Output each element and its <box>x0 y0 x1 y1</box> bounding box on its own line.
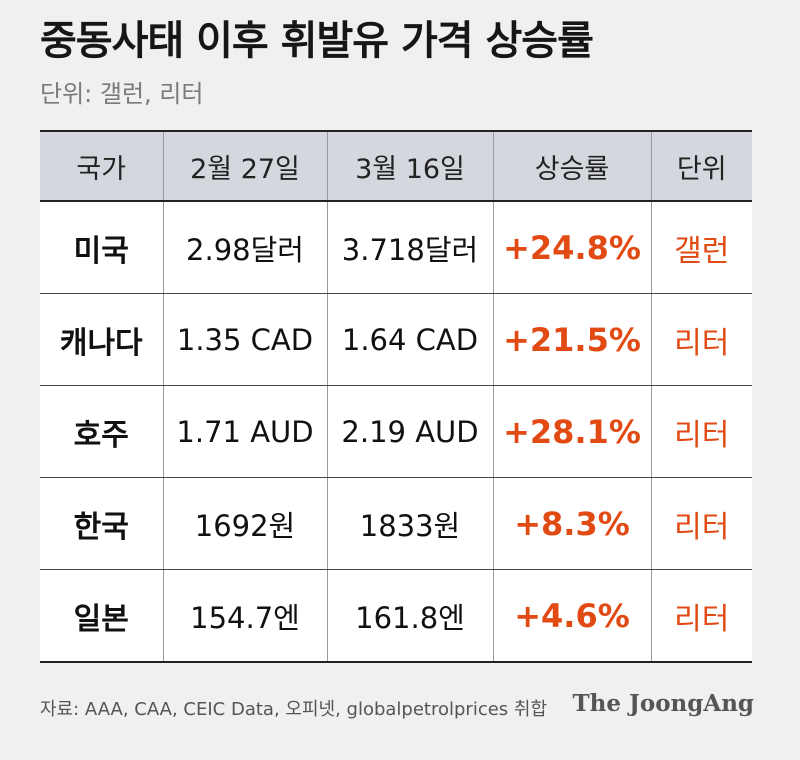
chart-title: 중동사태 이후 휘발유 가격 상승률 <box>40 18 594 64</box>
price-mar16-cell: 1833원 <box>326 477 494 570</box>
source-note: 자료: AAA, CAA, CEIC Data, 오피넷, globalpetr… <box>40 699 548 720</box>
country-cell: 한국 <box>40 477 164 570</box>
header-feb27: 2월 27일 <box>162 130 328 202</box>
table-row: 한국 1692원 1833원 +8.3% 리터 <box>40 477 752 570</box>
rate-cell: +28.1% <box>492 385 652 478</box>
brand-logo: The JoongAng <box>572 690 755 717</box>
unit-cell: 리터 <box>650 477 752 570</box>
price-feb27-cell: 2.98달러 <box>162 201 328 294</box>
header-unit: 단위 <box>650 130 752 202</box>
country-cell: 호주 <box>40 385 164 478</box>
country-cell: 캐나다 <box>40 293 164 386</box>
table-header-row: 국가 2월 27일 3월 16일 상승률 단위 <box>40 130 752 202</box>
rate-cell: +21.5% <box>492 293 652 386</box>
rate-cell: +4.6% <box>492 569 652 663</box>
unit-cell: 갤런 <box>650 201 752 294</box>
table-row: 일본 154.7엔 161.8엔 +4.6% 리터 <box>40 569 752 663</box>
price-mar16-cell: 3.718달러 <box>326 201 494 294</box>
rate-cell: +24.8% <box>492 201 652 294</box>
header-country: 국가 <box>40 130 164 202</box>
unit-cell: 리터 <box>650 385 752 478</box>
header-mar16: 3월 16일 <box>326 130 494 202</box>
chart-subtitle: 단위: 갤런, 리터 <box>40 80 204 108</box>
price-mar16-cell: 1.64 CAD <box>326 293 494 386</box>
gasoline-price-table: 국가 2월 27일 3월 16일 상승률 단위 미국 2.98달러 3.718달… <box>40 130 752 663</box>
unit-cell: 리터 <box>650 569 752 663</box>
country-cell: 일본 <box>40 569 164 663</box>
price-mar16-cell: 2.19 AUD <box>326 385 494 478</box>
table-row: 호주 1.71 AUD 2.19 AUD +28.1% 리터 <box>40 385 752 478</box>
country-cell: 미국 <box>40 201 164 294</box>
price-feb27-cell: 1.35 CAD <box>162 293 328 386</box>
price-feb27-cell: 1.71 AUD <box>162 385 328 478</box>
rate-cell: +8.3% <box>492 477 652 570</box>
unit-cell: 리터 <box>650 293 752 386</box>
price-mar16-cell: 161.8엔 <box>326 569 494 663</box>
table-row: 캐나다 1.35 CAD 1.64 CAD +21.5% 리터 <box>40 293 752 386</box>
table-row: 미국 2.98달러 3.718달러 +24.8% 갤런 <box>40 201 752 294</box>
header-rate: 상승률 <box>492 130 652 202</box>
price-feb27-cell: 154.7엔 <box>162 569 328 663</box>
price-feb27-cell: 1692원 <box>162 477 328 570</box>
